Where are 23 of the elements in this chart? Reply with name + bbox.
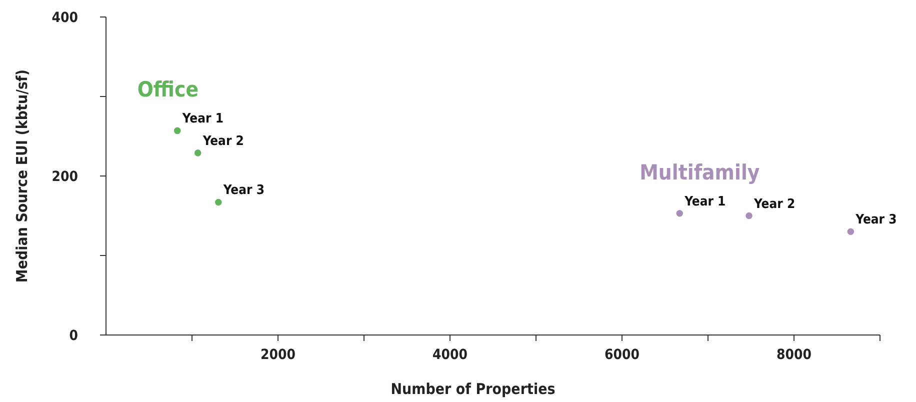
point xyxy=(746,212,752,220)
series-label: Office xyxy=(137,78,199,102)
x-tick-label: 4000 xyxy=(432,347,468,363)
point xyxy=(194,150,202,156)
series-label: Multifamily xyxy=(640,160,760,184)
y-tick-label: 200 xyxy=(52,169,78,185)
annotation: Year 3 xyxy=(854,212,897,228)
point xyxy=(215,198,222,206)
y-axis-title: Median Source EUI (kbtu/sf) xyxy=(13,69,31,283)
x-tick-label: 6000 xyxy=(604,347,640,363)
annotation: Year 3 xyxy=(222,183,264,198)
x-axis-title: Number of Properties xyxy=(390,380,556,398)
annotation: Year 2 xyxy=(202,134,244,149)
annotation: Year 2 xyxy=(753,196,796,212)
point xyxy=(676,210,684,217)
annotation: Year 1 xyxy=(181,112,224,127)
annotation: Year 1 xyxy=(684,194,726,210)
x-tick-label: 8000 xyxy=(776,347,812,363)
point xyxy=(847,228,854,236)
y-tick-label: 400 xyxy=(52,10,78,26)
point xyxy=(174,127,181,134)
y-tick-label: 0 xyxy=(69,328,78,344)
x-tick-label: 2000 xyxy=(260,347,296,363)
